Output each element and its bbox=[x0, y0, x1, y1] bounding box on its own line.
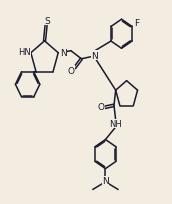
Text: HN: HN bbox=[18, 47, 31, 56]
Text: N: N bbox=[102, 176, 109, 185]
Text: O: O bbox=[98, 102, 104, 111]
Text: F: F bbox=[134, 19, 139, 28]
Text: O: O bbox=[68, 67, 75, 75]
Text: NH: NH bbox=[109, 120, 122, 128]
Text: N: N bbox=[92, 51, 98, 60]
Text: N: N bbox=[60, 49, 67, 58]
Text: S: S bbox=[44, 17, 50, 25]
